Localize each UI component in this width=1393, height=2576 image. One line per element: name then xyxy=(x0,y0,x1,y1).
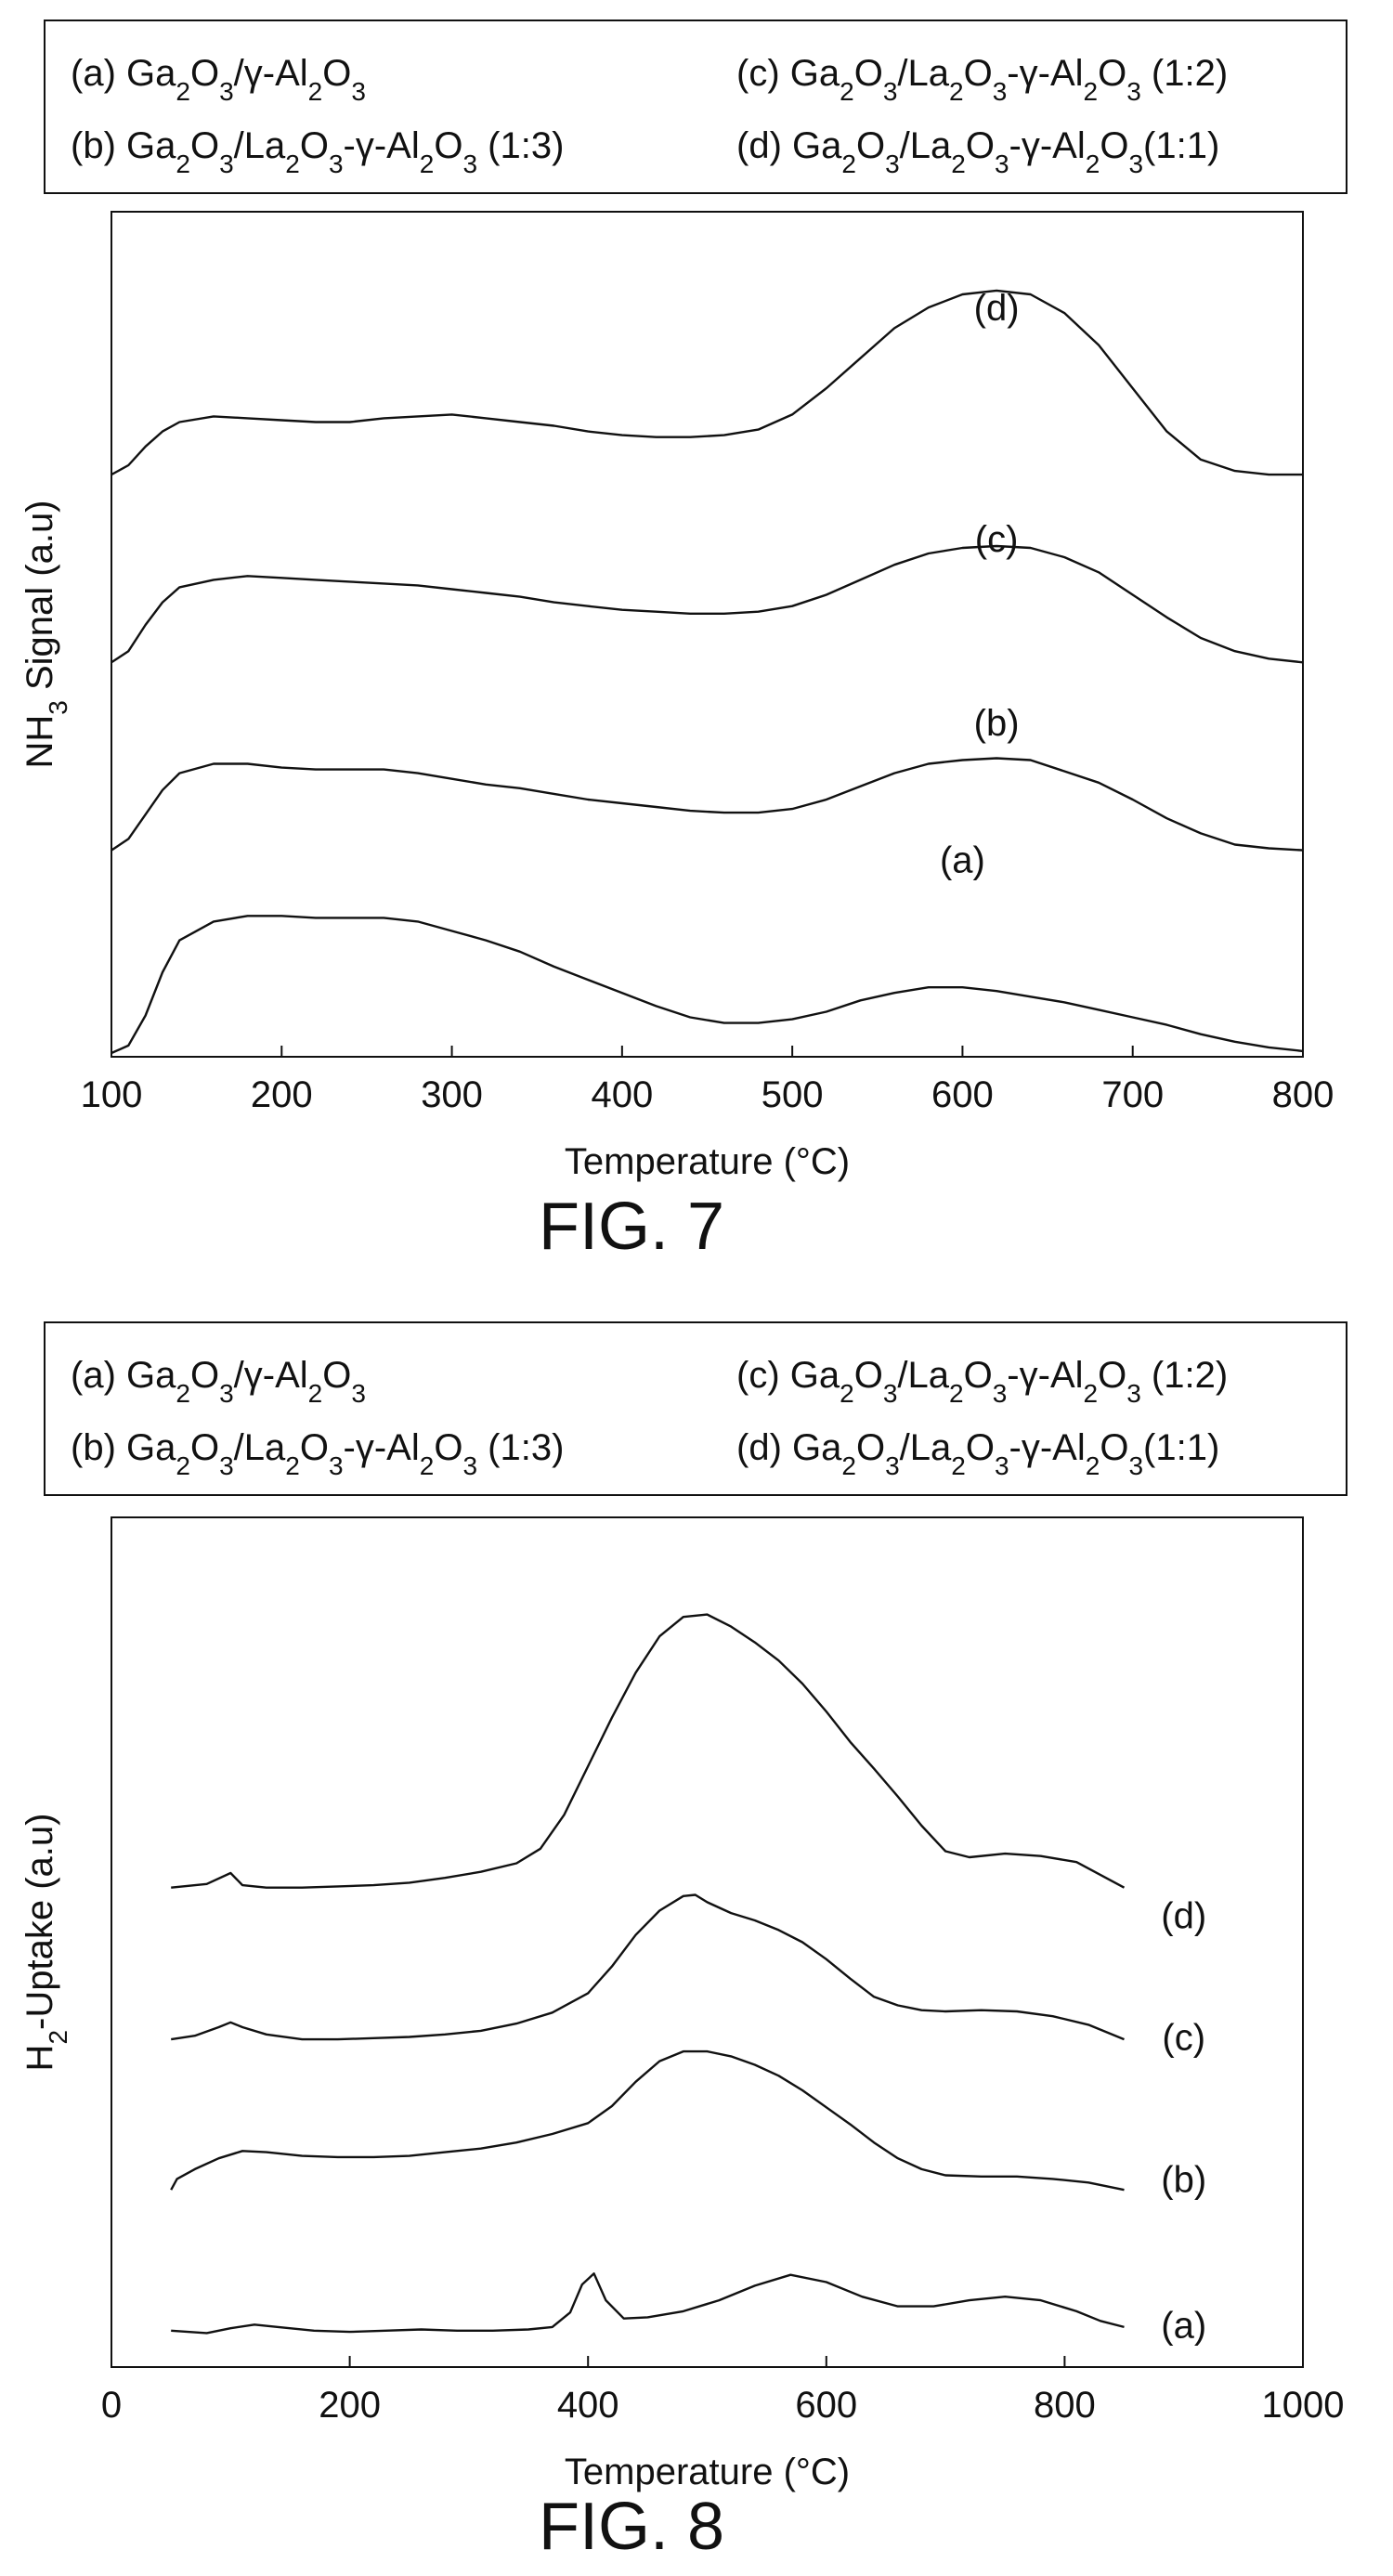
x-tick-label: 400 xyxy=(591,1074,653,1115)
x-tick-label: 800 xyxy=(1034,2385,1096,2426)
series-label: (c) xyxy=(975,519,1019,560)
series-b: (b) xyxy=(170,2049,1206,2200)
x-tick-label: 500 xyxy=(762,1074,824,1115)
x-axis: 0 200 400 600 800 1000 xyxy=(101,2356,1345,2426)
series-label: (d) xyxy=(1161,1896,1206,1937)
series-line xyxy=(170,2049,1125,2192)
legend-entry-a: (a) Ga2O3/γ-Al2O3 xyxy=(71,53,366,106)
plot-area: 100 200 300 400 500 600 700 800 Temperature (°C)… xyxy=(20,211,1334,1182)
x-tick-label: 600 xyxy=(931,1074,994,1115)
series-line xyxy=(111,915,1304,1055)
series-c: (c) xyxy=(171,1893,1205,2058)
figure-2: (a) Ga2O3/γ-Al2O3 (b) Ga2O3/La2O3-γ-Al2O3… xyxy=(20,1321,1347,2564)
legend: (a) Ga2O3/γ-Al2O3 (b) Ga2O3/La2O3-γ-Al2O3… xyxy=(44,1321,1347,1496)
series-label: (c) xyxy=(1162,2017,1205,2058)
series-label: (b) xyxy=(974,703,1020,744)
series-b: (b) xyxy=(111,703,1304,852)
legend-entry-b: (b) Ga2O3/La2O3-γ-Al2O3 (1:3) xyxy=(71,1427,564,1480)
series-d: (d) xyxy=(171,1613,1206,1937)
x-tick-label: 600 xyxy=(795,2385,857,2426)
figure-caption: FIG. 7 xyxy=(539,1190,724,1264)
series-label: (d) xyxy=(974,288,1020,329)
x-axis: 100 200 300 400 500 600 700 800 xyxy=(81,1046,1334,1115)
x-tick-label: 400 xyxy=(557,2385,619,2426)
x-tick-label: 200 xyxy=(319,2385,381,2426)
x-tick-label: 0 xyxy=(101,2385,122,2426)
x-axis-label: Temperature (°C) xyxy=(565,2452,850,2492)
legend-entry-c: (c) Ga2O3/La2O3-γ-Al2O3 (1:2) xyxy=(736,53,1228,106)
legend-entry-c: (c) Ga2O3/La2O3-γ-Al2O3 (1:2) xyxy=(736,1355,1228,1408)
y-axis-label: NH3 Signal (a.u) xyxy=(20,500,72,768)
x-tick-label: 100 xyxy=(81,1074,143,1115)
legend: (a) Ga2O3/γ-Al2O3 (b) Ga2O3/La2O3-γ-Al2O3… xyxy=(44,20,1347,194)
series-a: (a) xyxy=(171,2272,1206,2346)
series-line xyxy=(171,2272,1125,2335)
y-axis-label: H2-Uptake (a.u) xyxy=(20,1814,72,2072)
plot-area: 0 200 400 600 800 1000 Temperature (°C) H2-Upta… xyxy=(20,1516,1345,2492)
x-tick-label: 200 xyxy=(251,1074,313,1115)
x-tick-label: 800 xyxy=(1272,1074,1334,1115)
series-label: (b) xyxy=(1161,2159,1206,2200)
series-line xyxy=(111,757,1304,852)
series-label: (a) xyxy=(1161,2305,1206,2346)
series-a: (a) xyxy=(111,840,1304,1055)
series-line xyxy=(171,1893,1125,2041)
legend-box xyxy=(44,20,1347,194)
x-tick-label: 700 xyxy=(1101,1074,1164,1115)
series-c: (c) xyxy=(111,519,1304,664)
series-label: (a) xyxy=(940,840,985,881)
series-line xyxy=(171,1613,1126,1889)
legend-entry-a: (a) Ga2O3/γ-Al2O3 xyxy=(71,1355,366,1408)
legend-box xyxy=(44,1321,1347,1496)
figure-1: (a) Ga2O3/γ-Al2O3 (b) Ga2O3/La2O3-γ-Al2O3… xyxy=(20,20,1347,1264)
series-line xyxy=(111,289,1303,476)
series-d: (d) xyxy=(111,288,1303,476)
figure-caption: FIG. 8 xyxy=(539,2490,724,2564)
x-tick-label: 300 xyxy=(421,1074,483,1115)
x-tick-label: 1000 xyxy=(1262,2385,1345,2426)
legend-entry-d: (d) Ga2O3/La2O3-γ-Al2O3(1:1) xyxy=(736,1427,1219,1480)
plot-frame xyxy=(111,211,1304,1058)
x-axis-label: Temperature (°C) xyxy=(565,1141,850,1182)
legend-entry-b: (b) Ga2O3/La2O3-γ-Al2O3 (1:3) xyxy=(71,125,564,178)
plot-frame xyxy=(111,1516,1304,2368)
legend-entry-d: (d) Ga2O3/La2O3-γ-Al2O3(1:1) xyxy=(736,125,1219,178)
series-line xyxy=(111,544,1304,664)
